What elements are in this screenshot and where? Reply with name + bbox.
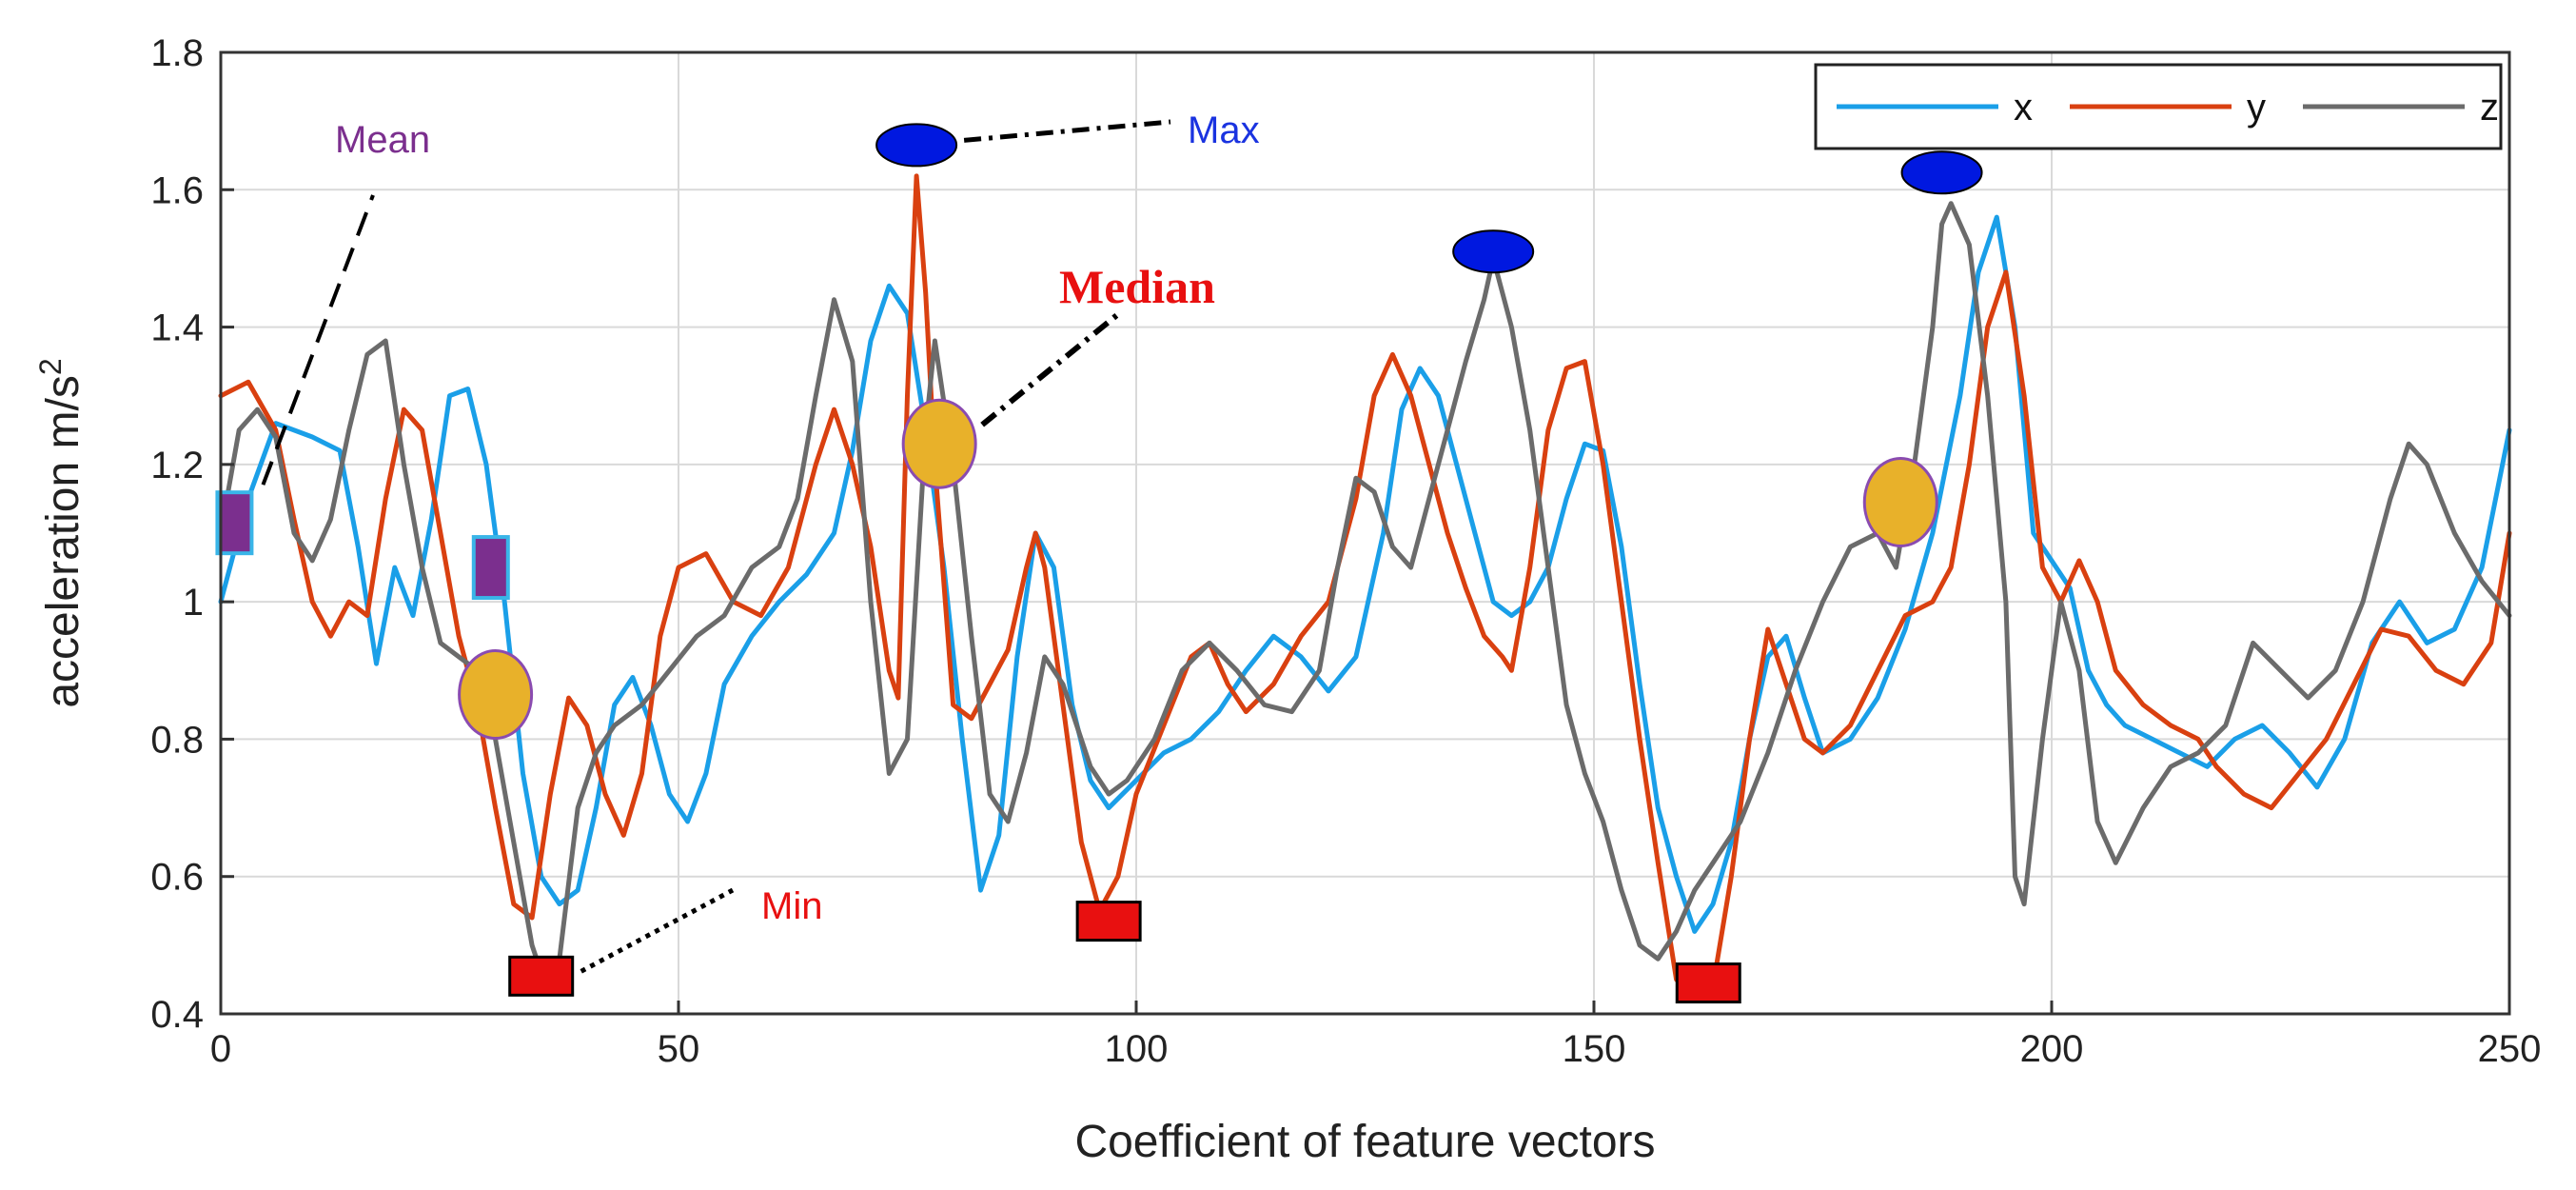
min-annotation-label: Min (761, 885, 822, 927)
max-marker (1452, 229, 1535, 274)
plot-area (221, 52, 2509, 1014)
legend: x y z (1814, 63, 2503, 150)
mean-leader-line (261, 194, 375, 486)
x-axis-title: Coefficient of feature vectors (1074, 1117, 1655, 1167)
min-leader-line (580, 887, 735, 974)
median-marker (1862, 457, 1938, 548)
max-marker (1900, 150, 1983, 195)
legend-label-y: y (2247, 87, 2266, 129)
y-tick-label: 1.8 (150, 32, 204, 74)
x-tick-label: 100 (1105, 1028, 1169, 1070)
mean-annotation-label: Mean (335, 119, 430, 161)
median-annotation-label: Median (1059, 260, 1215, 313)
y-axis-title-superscript: 2 (33, 358, 68, 375)
y-tick-label: 1.4 (150, 307, 204, 349)
median-leader-line (980, 311, 1120, 427)
mean-marker (471, 535, 510, 601)
x-tick-label: 50 (658, 1028, 700, 1070)
y-tick-label: 0.8 (150, 719, 204, 761)
min-marker (508, 955, 575, 997)
y-tick-label: 1 (183, 582, 204, 624)
series-line-y (218, 173, 2512, 1003)
x-tick-label: 150 (1563, 1028, 1626, 1070)
y-axis-title-main: acceleration m/s (38, 375, 88, 707)
median-marker (458, 649, 534, 741)
stat-markers (215, 123, 1983, 1004)
max-marker (875, 123, 958, 168)
legend-label-z: z (2480, 87, 2499, 129)
x-tick-label: 0 (210, 1028, 231, 1070)
series-line-x (218, 214, 2512, 934)
max-leader-line (963, 119, 1171, 143)
mean-marker (215, 490, 254, 556)
y-tick-label: 1.2 (150, 445, 204, 486)
x-tick-label: 250 (2478, 1028, 2542, 1070)
legend-label-x: x (2014, 87, 2033, 129)
tick-labels: 0 50 100 150 200 250 0.4 0.6 0.8 1 1.2 1.4 1.6 1.8 (150, 32, 2541, 1070)
y-axis-title: acceleration m/s2 (33, 358, 88, 707)
y-tick-label: 1.6 (150, 169, 204, 211)
min-marker (1675, 962, 1741, 1004)
median-marker (901, 398, 977, 489)
plot-frame (219, 50, 2511, 1016)
x-tick-label: 200 (2020, 1028, 2084, 1070)
axes (219, 50, 2511, 1016)
y-tick-label: 0.6 (150, 857, 204, 899)
grid-lines (221, 52, 2509, 1014)
max-annotation-label: Max (1188, 109, 1260, 151)
annotation-leaders (261, 119, 1171, 974)
y-tick-label: 0.4 (150, 994, 204, 1036)
min-marker (1075, 901, 1142, 942)
